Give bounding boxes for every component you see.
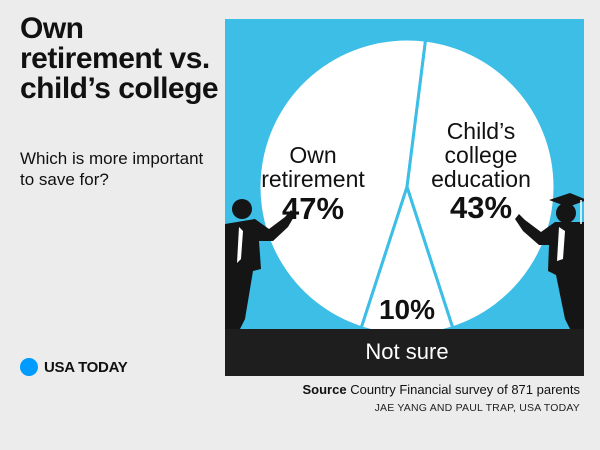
credit-line: JAE YANG AND PAUL TRAP, USA TODAY	[374, 402, 580, 414]
slice-label: college	[445, 142, 518, 168]
source-label: Source	[302, 382, 347, 397]
brand-name: USA TODAY	[44, 358, 128, 376]
slice-value-label: 43%	[450, 190, 512, 225]
source-note: Source Country Financial survey of 871 p…	[303, 382, 581, 397]
chart-title: Own retirement vs. child’s college	[20, 12, 219, 105]
slice-value-label: 10%	[379, 294, 435, 325]
slice-label: Not sure	[365, 339, 448, 364]
parent-silhouette-icon	[225, 199, 295, 331]
slice-value-label: 47%	[282, 191, 344, 226]
slice-label: retirement	[261, 166, 365, 192]
slice-child-college	[405, 38, 557, 330]
chart-subtitle: Which is more important to save for?	[20, 149, 204, 189]
slice-label: education	[431, 166, 531, 192]
chart-floor	[225, 329, 584, 376]
slice-label: Child’s	[447, 118, 516, 144]
source-text: Country Financial survey of 871 parents	[350, 382, 580, 397]
brand-logo: USA TODAY	[20, 357, 128, 377]
slice-label: Own	[289, 142, 336, 168]
graduate-silhouette-icon	[515, 193, 584, 331]
usa-today-dot-icon	[20, 358, 38, 376]
pie-chart-panel: Own retirement 47% Child’s college education 4…	[225, 19, 584, 376]
